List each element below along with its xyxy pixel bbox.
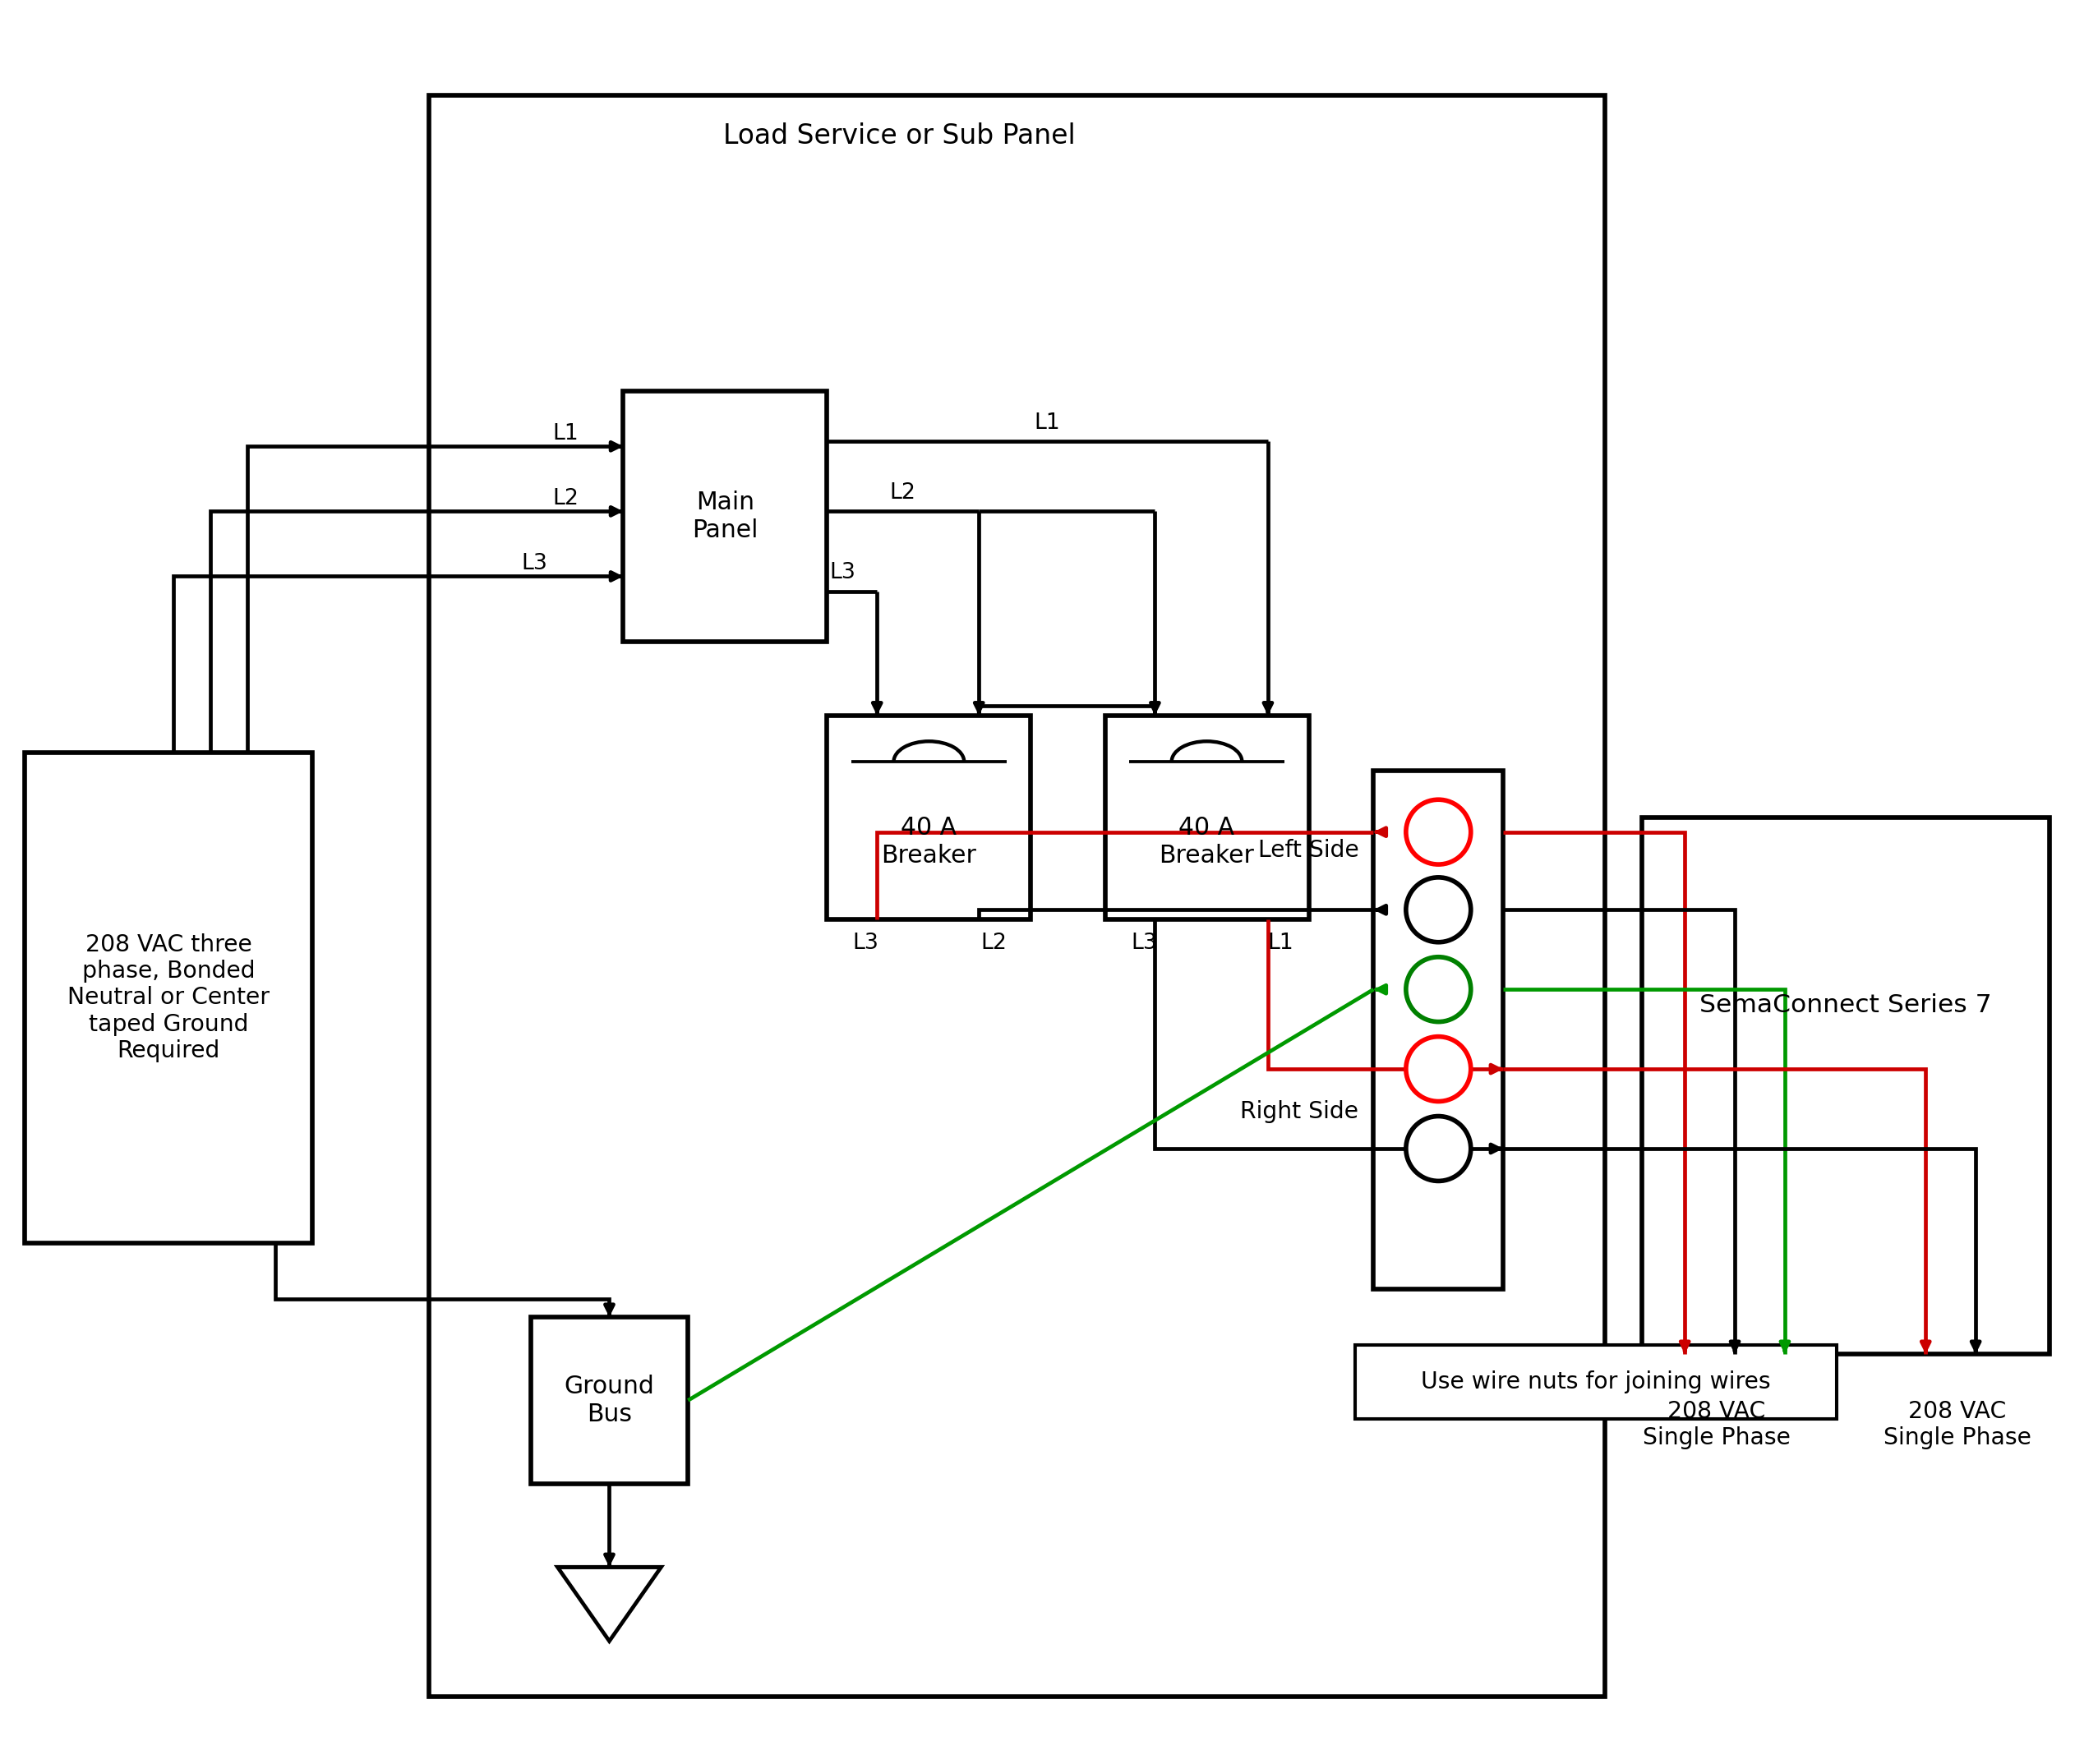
Text: L2: L2	[980, 933, 1007, 954]
Text: L1: L1	[552, 423, 579, 445]
FancyBboxPatch shape	[1372, 771, 1502, 1289]
Text: L3: L3	[520, 552, 548, 573]
Text: SemaConnect Series 7: SemaConnect Series 7	[1699, 993, 1991, 1018]
Circle shape	[1406, 958, 1471, 1021]
Text: Load Service or Sub Panel: Load Service or Sub Panel	[724, 122, 1074, 150]
Circle shape	[1406, 877, 1471, 942]
Text: 208 VAC three
phase, Bonded
Neutral or Center
taped Ground
Required: 208 VAC three phase, Bonded Neutral or C…	[67, 933, 269, 1062]
Text: 208 VAC
Single Phase: 208 VAC Single Phase	[1643, 1399, 1790, 1450]
Text: 208 VAC
Single Phase: 208 VAC Single Phase	[1882, 1399, 2031, 1450]
Text: 40 A
Breaker: 40 A Breaker	[881, 817, 976, 868]
Text: L1: L1	[1267, 933, 1294, 954]
FancyBboxPatch shape	[428, 95, 1605, 1697]
Text: Ground
Bus: Ground Bus	[564, 1374, 655, 1425]
FancyBboxPatch shape	[531, 1318, 688, 1484]
Text: 40 A
Breaker: 40 A Breaker	[1158, 817, 1255, 868]
Circle shape	[1406, 1117, 1471, 1182]
Text: L3: L3	[1131, 933, 1156, 954]
Text: Main
Panel: Main Panel	[692, 490, 757, 542]
FancyBboxPatch shape	[25, 753, 313, 1244]
Text: L2: L2	[890, 482, 917, 503]
Text: L3: L3	[852, 933, 879, 954]
Text: Left Side: Left Side	[1257, 840, 1357, 863]
Text: Use wire nuts for joining wires: Use wire nuts for joining wires	[1420, 1371, 1771, 1394]
Text: L1: L1	[1034, 413, 1059, 434]
Circle shape	[1406, 1037, 1471, 1101]
Text: Right Side: Right Side	[1240, 1101, 1357, 1124]
FancyBboxPatch shape	[1641, 817, 2050, 1355]
FancyBboxPatch shape	[827, 716, 1030, 919]
Circle shape	[1406, 799, 1471, 864]
FancyBboxPatch shape	[623, 392, 827, 642]
FancyBboxPatch shape	[1104, 716, 1309, 919]
Text: L3: L3	[829, 563, 856, 584]
FancyBboxPatch shape	[1355, 1344, 1836, 1418]
Text: L2: L2	[552, 487, 579, 510]
